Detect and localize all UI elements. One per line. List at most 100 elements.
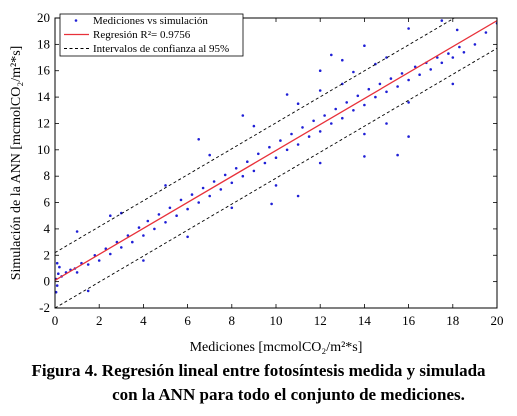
y-tick-label: 4 (44, 221, 51, 236)
data-point (115, 240, 119, 244)
x-tick-label: 18 (446, 313, 459, 328)
data-point (462, 51, 466, 54)
figure-caption-line-1: Figura 4. Regresión lineal entre fotosín… (31, 361, 486, 380)
data-point (385, 90, 388, 94)
x-tick-label: 0 (52, 313, 59, 328)
data-point (396, 153, 399, 157)
data-point (75, 230, 79, 233)
y-tick-label: 8 (44, 168, 51, 183)
data-point (164, 184, 167, 187)
data-point (186, 207, 189, 211)
legend-label-confidence: Intervalos de confianza al 95% (93, 43, 229, 55)
data-point (290, 132, 293, 136)
data-point (400, 72, 404, 75)
data-point (55, 284, 59, 287)
data-point (153, 227, 156, 231)
data-point (356, 94, 360, 98)
data-point (246, 160, 249, 163)
data-point (407, 78, 410, 82)
x-axis-label: Mediciones [mcmolCO₂/m²*s] (190, 340, 363, 355)
legend: Mediciones vs simulación Regresión R²= 0… (59, 13, 244, 57)
data-point (137, 226, 141, 229)
data-point (179, 198, 183, 202)
legend-box (59, 13, 244, 57)
data-point (274, 184, 278, 187)
data-point (175, 214, 178, 217)
data-point (312, 119, 315, 123)
data-point (164, 221, 167, 224)
data-point (451, 82, 455, 86)
data-point (385, 56, 388, 59)
y-axis-label: Simulación de la ANN [mcmolCO₂/m²*s] (9, 46, 24, 281)
y-tick-label: 12 (37, 115, 50, 130)
data-point (447, 52, 450, 55)
y-tick-label: 0 (44, 274, 51, 289)
data-point (484, 31, 488, 34)
data-point (168, 206, 172, 210)
data-point (252, 169, 256, 173)
data-point (223, 173, 227, 177)
data-point (58, 265, 61, 269)
data-point (301, 126, 304, 129)
y-tick-label: 16 (37, 63, 51, 78)
data-point (86, 289, 90, 293)
data-point (455, 28, 459, 32)
data-point (146, 219, 150, 223)
data-point (389, 77, 393, 80)
data-point (429, 68, 433, 71)
data-point (418, 73, 421, 76)
data-point (440, 19, 444, 22)
data-point (219, 188, 223, 191)
data-point (378, 82, 382, 86)
data-point (436, 56, 439, 59)
y-tick-label: 14 (37, 89, 51, 104)
data-point (109, 252, 112, 256)
y-tick-label: 18 (37, 36, 50, 51)
data-point (385, 122, 388, 125)
data-point (126, 234, 130, 237)
legend-symbols (64, 19, 89, 49)
data-point (75, 271, 79, 274)
data-point (120, 246, 123, 249)
legend-symbol-scatter (74, 19, 78, 22)
plot-frame (54, 17, 498, 309)
data-point (285, 93, 289, 96)
data-point (234, 167, 238, 170)
data-point (323, 114, 326, 117)
data-point (296, 102, 300, 105)
data-point (318, 130, 322, 133)
data-point (97, 259, 101, 262)
data-point (451, 56, 455, 59)
data-point (318, 161, 322, 165)
data-point (330, 122, 333, 125)
data-point (407, 101, 410, 104)
data-point (268, 145, 271, 149)
data-point (396, 85, 399, 88)
data-point (307, 135, 311, 138)
confidence-upper-line (55, 18, 456, 254)
data-point (363, 155, 366, 158)
figure-caption-line-2: con la ANN para todo el conjunto de medi… (112, 385, 465, 404)
data-point (263, 161, 267, 165)
data-point (257, 152, 260, 156)
data-point (334, 107, 338, 111)
data-point (230, 181, 234, 185)
x-tick-label: 2 (96, 313, 103, 328)
data-point (363, 132, 366, 136)
y-tick-label: 6 (44, 195, 51, 210)
data-point (274, 156, 278, 159)
data-point (197, 138, 200, 141)
plot-data-layer (55, 18, 497, 308)
data-point (296, 194, 300, 198)
data-point (407, 135, 410, 138)
data-point (318, 89, 322, 92)
data-point (341, 116, 344, 120)
x-tick-label: 4 (140, 313, 147, 328)
x-tick-label: 12 (314, 313, 327, 328)
data-point (341, 58, 344, 62)
data-point (407, 27, 410, 30)
data-point (440, 61, 444, 65)
data-point (330, 53, 333, 57)
